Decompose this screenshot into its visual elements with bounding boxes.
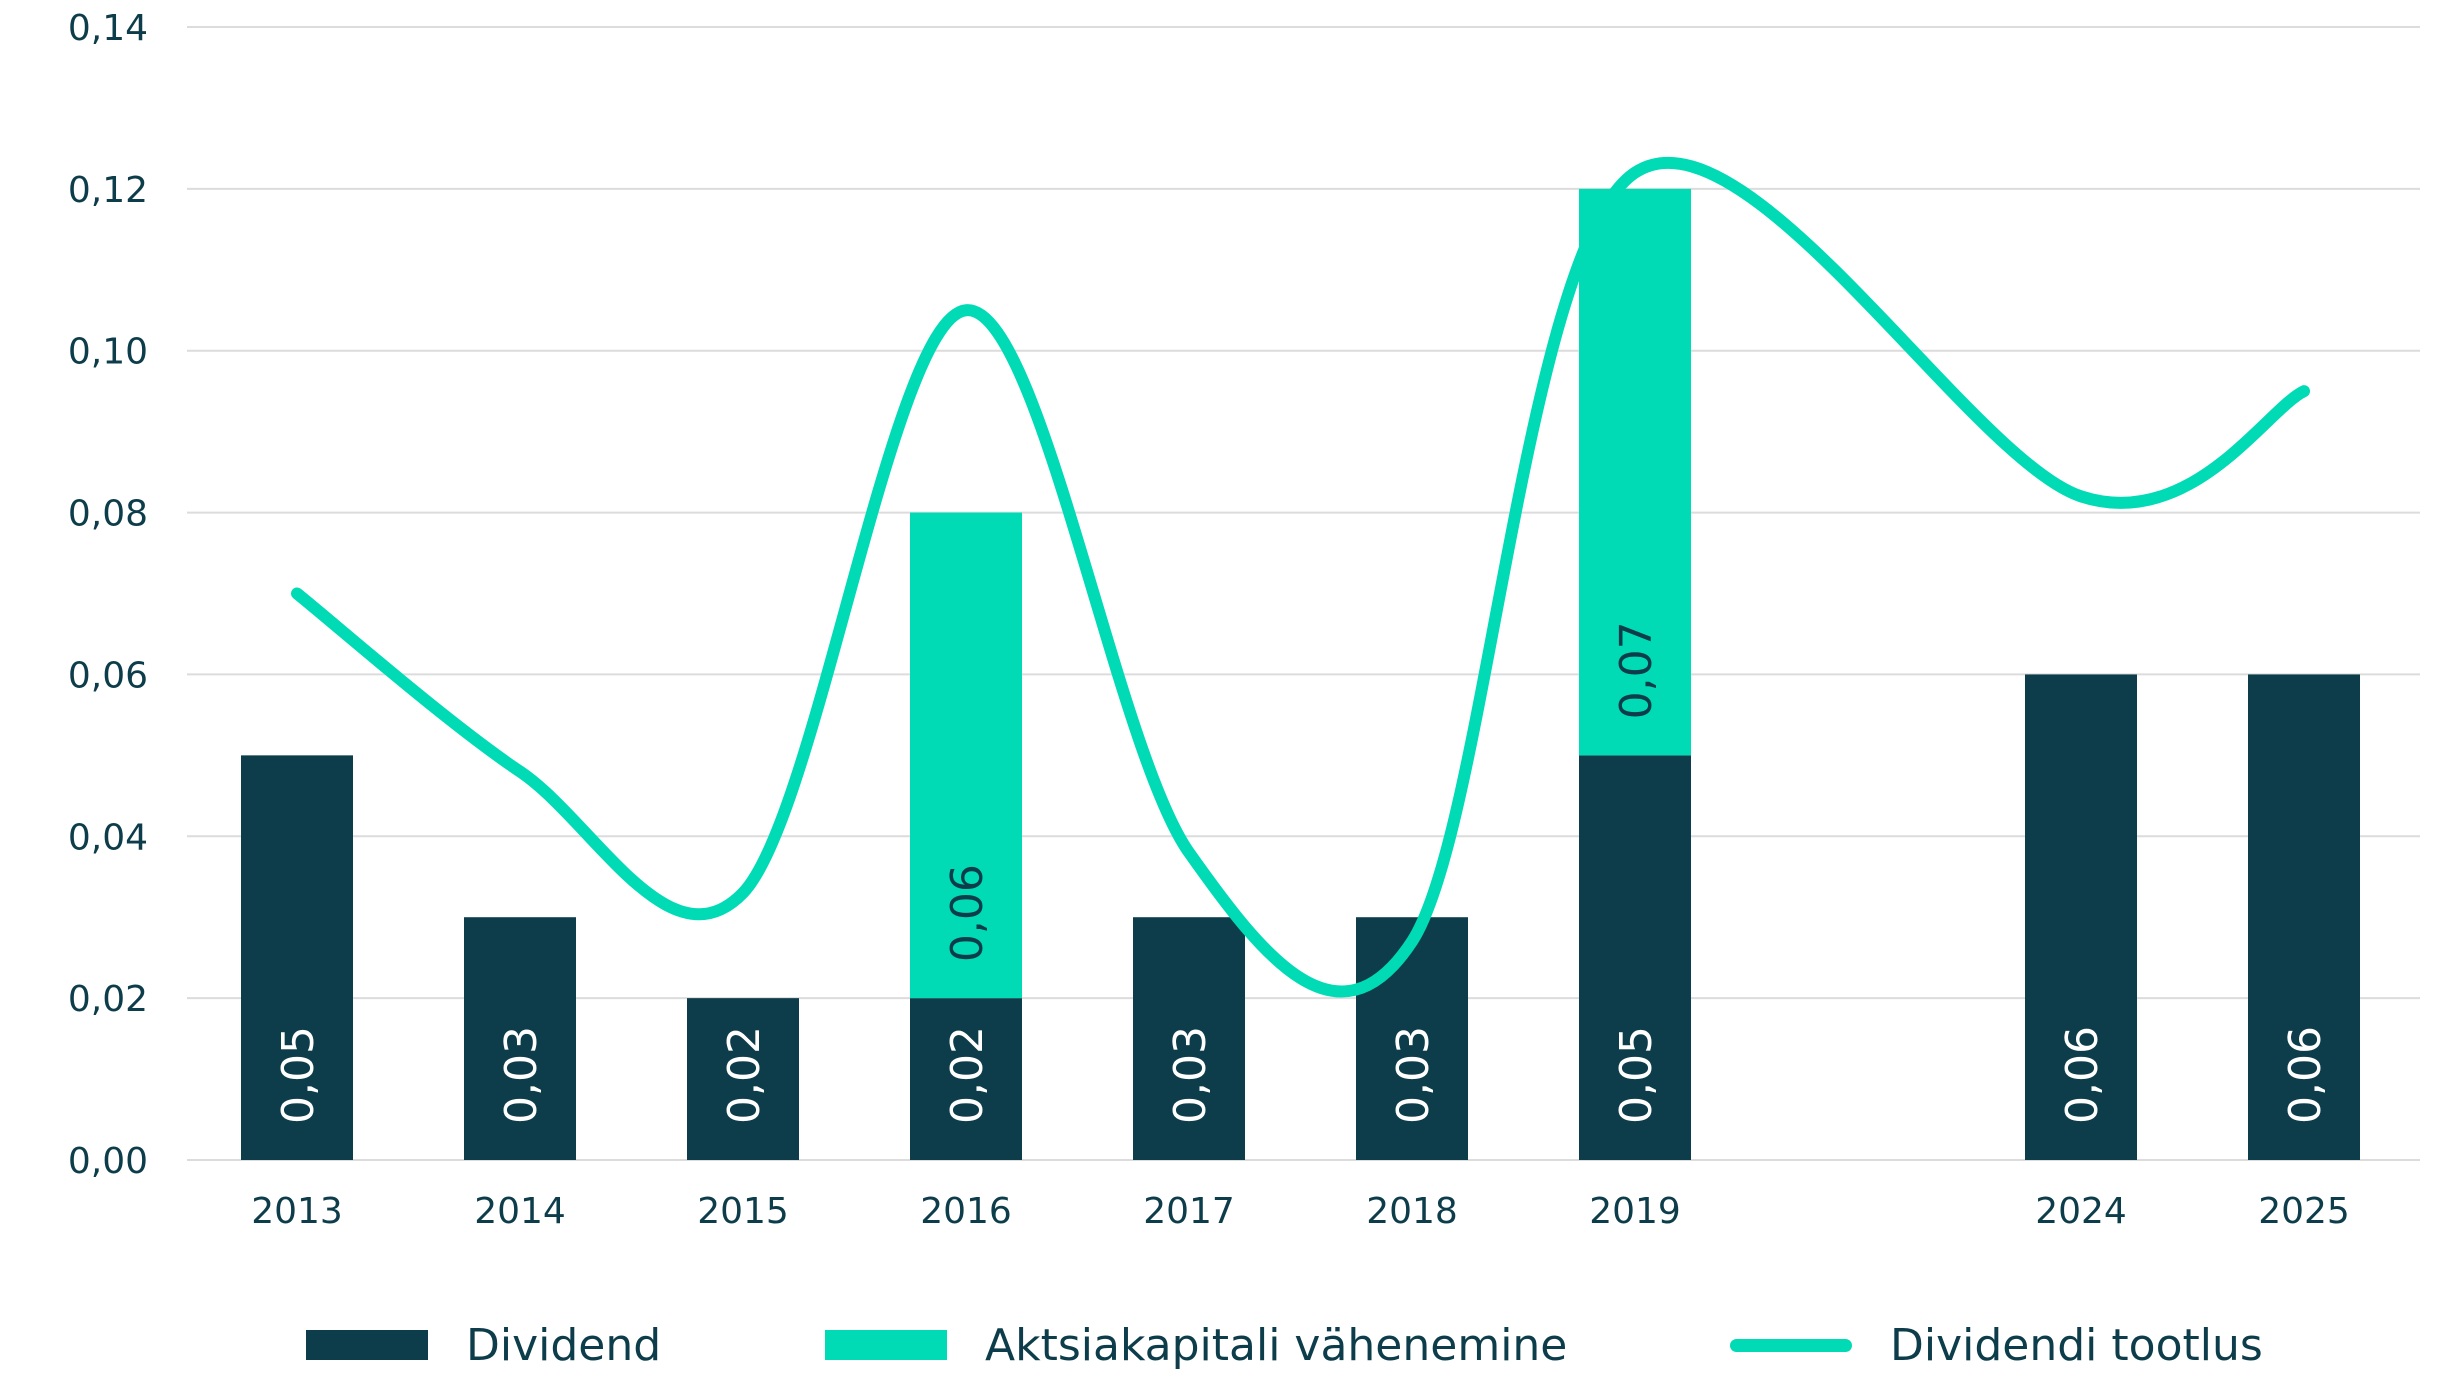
- bar-dividend: [2025, 674, 2137, 1160]
- x-tick-label: 2024: [2035, 1191, 2127, 1232]
- x-tick-label: 2013: [251, 1191, 343, 1232]
- y-tick-label: 0,02: [68, 979, 148, 1020]
- bar-label-dividend: 0,05: [1611, 1026, 1662, 1124]
- x-tick-label: 2018: [1366, 1191, 1458, 1232]
- bar-label-dividend: 0,06: [2280, 1026, 2331, 1124]
- x-tick-label: 2017: [1143, 1191, 1235, 1232]
- yield-line: [291, 157, 2310, 998]
- dividend-chart: 0,000,020,040,060,080,100,120,14 0,05 0,0…: [68, 8, 2420, 1232]
- legend-label-capital-reduction: Aktsiakapitali vähenemine: [985, 1319, 1568, 1371]
- x-tick-label: 2025: [2258, 1191, 2350, 1232]
- x-axis: 2013 2014 2015 2016 2017 2018 2019 2024 2025: [251, 1191, 2350, 1232]
- y-tick-label: 0,12: [68, 170, 148, 211]
- x-tick-label: 2015: [697, 1191, 789, 1232]
- bar-capital-reduction: [910, 512, 1022, 999]
- legend-item-dividend-yield: Dividendi tootlus: [1730, 1319, 2263, 1371]
- legend-label-dividend-yield: Dividendi tootlus: [1890, 1319, 2263, 1371]
- y-tick-label: 0,04: [68, 817, 148, 858]
- y-tick-label: 0,08: [68, 494, 148, 535]
- legend-item-dividend: Dividend: [306, 1319, 662, 1371]
- line-dividend-yield: [291, 157, 2310, 998]
- x-tick-label: 2014: [474, 1191, 566, 1232]
- bar-label-dividend: 0,03: [1165, 1026, 1216, 1124]
- legend-line-dividend-yield: [1730, 1338, 1852, 1352]
- bar-label-dividend: 0,02: [719, 1026, 770, 1124]
- bar-dividend: [687, 998, 799, 1160]
- y-tick-label: 0,10: [68, 332, 148, 373]
- x-tick-label: 2016: [920, 1191, 1012, 1232]
- bar-dividend: [464, 917, 576, 1160]
- bar-dividend: [910, 998, 1022, 1160]
- bar-label-dividend: 0,06: [2057, 1026, 2108, 1124]
- bar-dividend: [1579, 755, 1691, 1160]
- y-tick-label: 0,14: [68, 8, 148, 49]
- bar-label-capital-reduction: 0,07: [1611, 621, 1662, 719]
- bar-label-dividend: 0,03: [496, 1026, 547, 1124]
- legend-swatch-dividend: [306, 1330, 428, 1360]
- x-tick-label: 2019: [1589, 1191, 1681, 1232]
- legend-swatch-capital-reduction: [825, 1330, 947, 1360]
- bar-label-capital-reduction: 0,06: [942, 864, 993, 962]
- bar-capital-reduction: [1579, 188, 1691, 756]
- bar-label-dividend: 0,03: [1388, 1026, 1439, 1124]
- y-tick-label: 0,06: [68, 655, 148, 696]
- bar-dividend: [1133, 917, 1245, 1160]
- legend: Dividend Aktsiakapitali vähenemine Divid…: [0, 1302, 2448, 1378]
- legend-label-dividend: Dividend: [466, 1319, 662, 1371]
- bar-dividend: [1356, 917, 1468, 1160]
- bar-dividend: [241, 755, 353, 1160]
- y-tick-label: 0,00: [68, 1141, 148, 1182]
- bar-label-dividend: 0,02: [942, 1026, 993, 1124]
- bars: 0,05 0,03 0,02 0,02 0,06 0,03 0,03 0,05 0,07 0,06…: [241, 188, 2360, 1160]
- bar-label-dividend: 0,05: [273, 1026, 324, 1124]
- legend-item-capital-reduction: Aktsiakapitali vähenemine: [825, 1319, 1568, 1371]
- bar-dividend: [2248, 674, 2360, 1160]
- y-axis: 0,00 0,02 0,04 0,06 0,08 0,10 0,12 0,14: [68, 8, 148, 1182]
